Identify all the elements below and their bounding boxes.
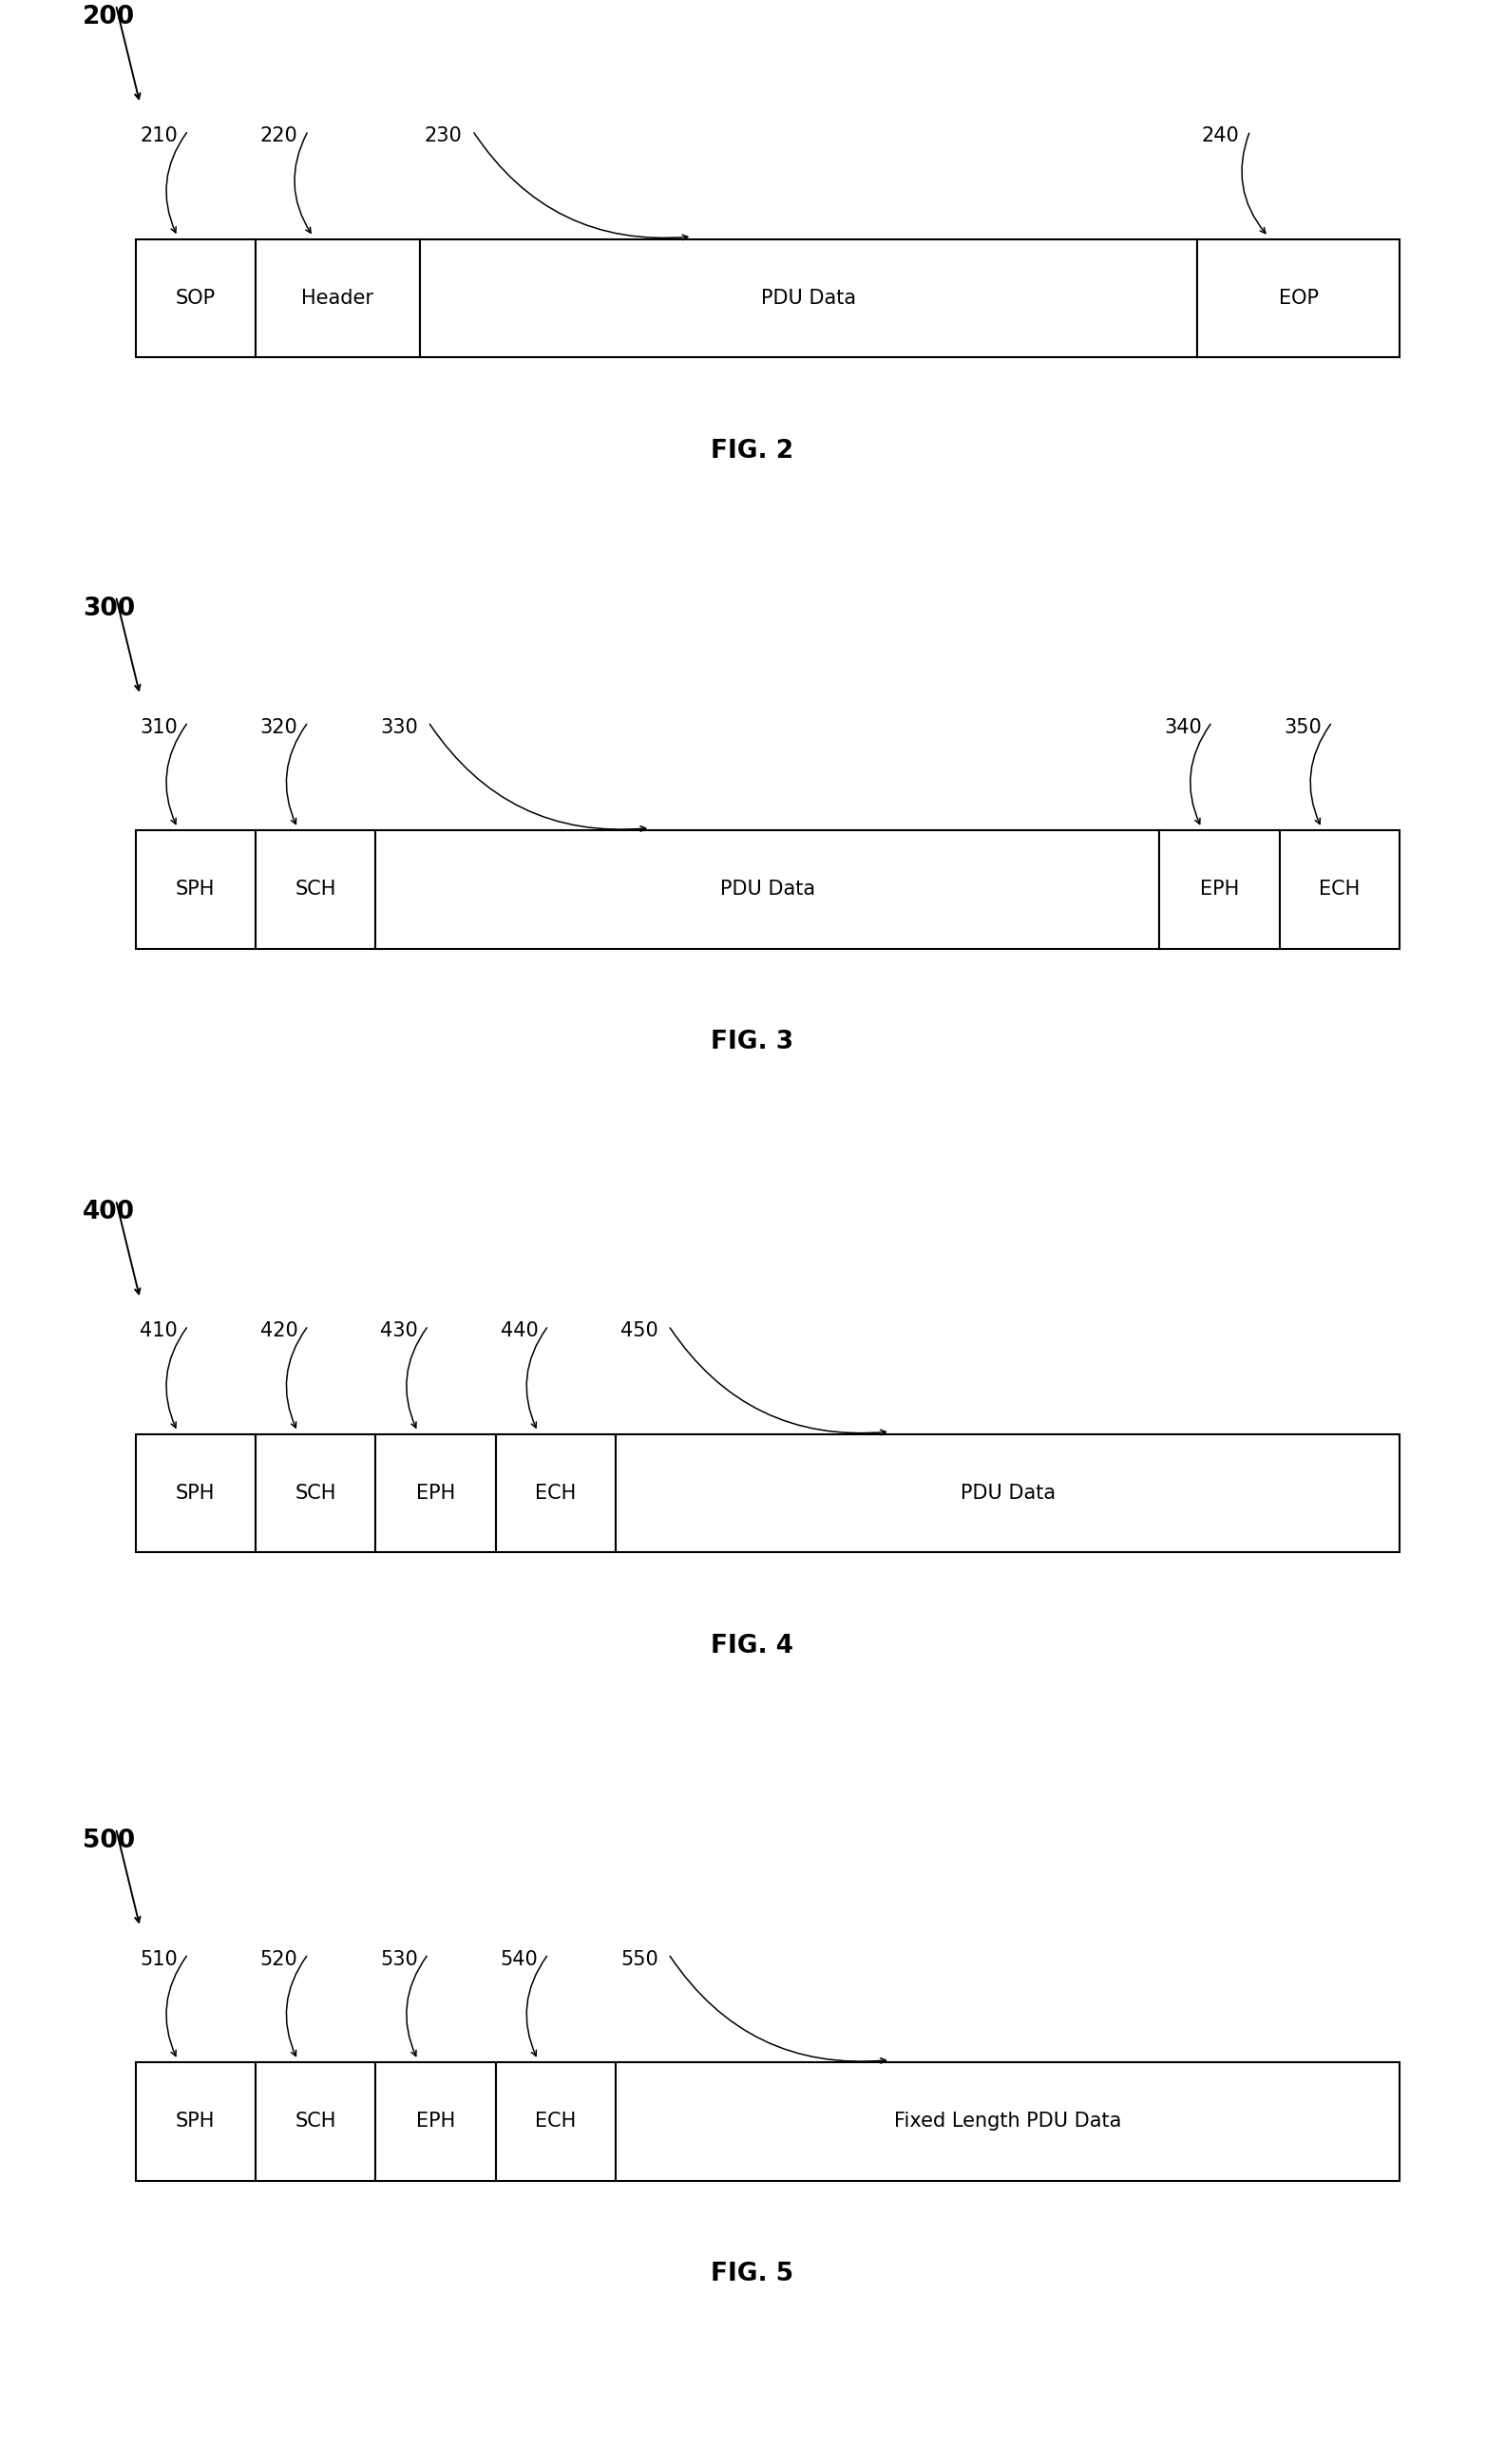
Bar — [135, 239, 256, 357]
Bar — [256, 2062, 376, 2181]
Text: EOP: EOP — [1279, 288, 1318, 308]
Text: 410: 410 — [140, 1321, 178, 1340]
Text: 510: 510 — [140, 1949, 178, 1969]
Text: 200: 200 — [83, 5, 135, 30]
Text: FIG. 3: FIG. 3 — [710, 1030, 795, 1055]
Text: SCH: SCH — [295, 880, 336, 899]
Text: 340: 340 — [1163, 717, 1201, 737]
Bar — [495, 2062, 616, 2181]
Text: EPH: EPH — [415, 2112, 456, 2131]
Bar — [135, 2062, 256, 2181]
Text: Fixed Length PDU Data: Fixed Length PDU Data — [894, 2112, 1121, 2131]
Text: ECH: ECH — [1318, 880, 1361, 899]
Text: 230: 230 — [424, 126, 462, 145]
Bar — [256, 239, 420, 357]
Text: PDU Data: PDU Data — [762, 288, 856, 308]
Text: 300: 300 — [83, 596, 135, 621]
Text: FIG. 2: FIG. 2 — [710, 439, 795, 463]
Text: 550: 550 — [620, 1949, 658, 1969]
Bar — [616, 2062, 1400, 2181]
Text: 420: 420 — [260, 1321, 298, 1340]
Bar — [376, 1434, 495, 1552]
Text: PDU Data: PDU Data — [960, 1483, 1055, 1503]
Text: PDU Data: PDU Data — [719, 880, 816, 899]
Bar — [256, 830, 376, 949]
Text: FIG. 4: FIG. 4 — [712, 1634, 793, 1658]
Text: 520: 520 — [260, 1949, 298, 1969]
Text: 220: 220 — [260, 126, 298, 145]
Text: SCH: SCH — [295, 2112, 336, 2131]
Text: 530: 530 — [381, 1949, 418, 1969]
Text: Header: Header — [301, 288, 373, 308]
Text: ECH: ECH — [536, 2112, 576, 2131]
Text: 320: 320 — [260, 717, 298, 737]
Bar — [135, 830, 256, 949]
Bar — [256, 1434, 376, 1552]
Text: EPH: EPH — [415, 1483, 456, 1503]
Text: ECH: ECH — [536, 1483, 576, 1503]
Text: EPH: EPH — [1199, 880, 1239, 899]
Text: 310: 310 — [140, 717, 178, 737]
Text: 240: 240 — [1202, 126, 1240, 145]
Bar — [135, 1434, 256, 1552]
Bar — [1198, 239, 1400, 357]
Bar — [376, 2062, 495, 2181]
Text: 210: 210 — [140, 126, 178, 145]
Text: SPH: SPH — [176, 880, 215, 899]
Text: FIG. 5: FIG. 5 — [710, 2262, 795, 2287]
Text: SPH: SPH — [176, 1483, 215, 1503]
Bar — [1279, 830, 1400, 949]
Bar — [420, 239, 1198, 357]
Text: 500: 500 — [83, 1828, 135, 1853]
Text: SOP: SOP — [176, 288, 215, 308]
Text: SPH: SPH — [176, 2112, 215, 2131]
Bar — [616, 1434, 1400, 1552]
Text: 540: 540 — [500, 1949, 537, 1969]
Text: 330: 330 — [381, 717, 418, 737]
Text: 450: 450 — [620, 1321, 658, 1340]
Text: 440: 440 — [500, 1321, 537, 1340]
Text: 350: 350 — [1284, 717, 1321, 737]
Bar — [1159, 830, 1279, 949]
Bar — [495, 1434, 616, 1552]
Bar — [376, 830, 1159, 949]
Text: SCH: SCH — [295, 1483, 336, 1503]
Text: 400: 400 — [83, 1200, 135, 1225]
Text: 430: 430 — [381, 1321, 418, 1340]
